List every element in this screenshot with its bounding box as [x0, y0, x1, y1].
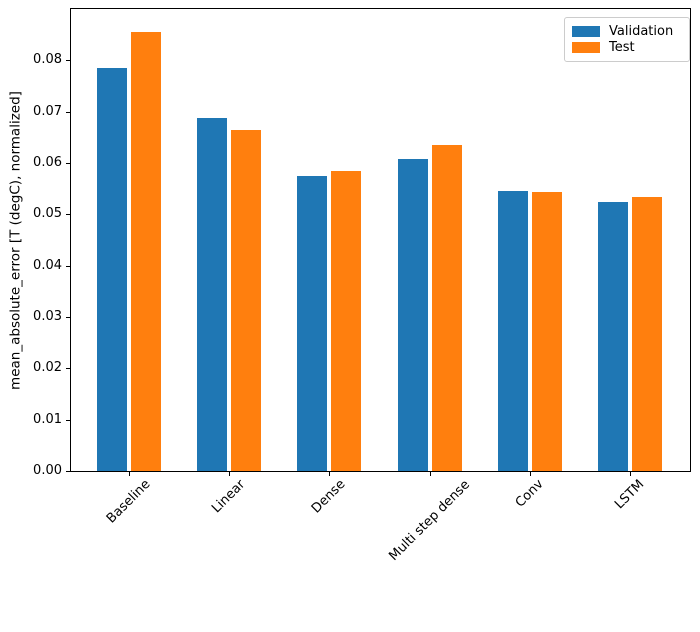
y-tick-label: 0.02	[33, 360, 62, 376]
y-tick-mark	[66, 265, 70, 267]
y-tick-mark	[66, 419, 70, 421]
bar-test-baseline	[131, 32, 161, 471]
plot-area	[70, 8, 691, 472]
y-tick-label: 0.04	[33, 257, 62, 273]
y-tick-mark	[66, 368, 70, 370]
x-tick-mark	[630, 472, 631, 476]
legend-item-validation: Validation	[572, 24, 681, 39]
y-tick-label: 0.03	[33, 309, 62, 324]
bar-validation-dense	[297, 175, 328, 471]
y-tick-label: 0.06	[33, 155, 62, 170]
bar-validation-multi-step-dense	[397, 159, 428, 471]
y-tick-label: 0.01	[33, 411, 62, 427]
bar-test-conv	[531, 192, 562, 471]
y-tick-label: 0.05	[33, 206, 62, 222]
bar-validation-baseline	[97, 68, 127, 471]
x-tick-mark	[229, 472, 231, 476]
bar-test-linear	[231, 130, 262, 471]
figure: mean_absolute_error [T (degC), normalize…	[7, 8, 691, 564]
bar-validation-linear	[197, 117, 228, 471]
y-tick-mark	[66, 111, 70, 113]
y-tick-label: 0.00	[33, 463, 62, 478]
bar-validation-conv	[497, 190, 528, 471]
legend-swatch-validation-icon	[572, 26, 600, 37]
y-tick-mark	[66, 317, 70, 318]
legend: Validation Test	[564, 17, 690, 62]
legend-label-validation: Validation	[609, 24, 674, 39]
bar-test-dense	[331, 170, 362, 471]
bar-validation-lstm	[598, 202, 628, 471]
y-tick-label: 0.07	[33, 103, 62, 119]
bar-test-lstm	[632, 196, 662, 471]
y-tick-label: 0.08	[33, 52, 62, 68]
x-tick-mark	[429, 472, 431, 476]
y-tick-mark	[66, 60, 70, 62]
y-tick-mark	[66, 471, 70, 472]
y-tick-mark	[66, 214, 70, 216]
x-tick-mark	[329, 472, 331, 476]
x-tick-mark	[129, 472, 130, 476]
legend-label-test: Test	[609, 40, 635, 55]
x-tick-mark	[529, 472, 531, 476]
y-axis-label: mean_absolute_error [T (degC), normalize…	[7, 91, 24, 390]
legend-item-test: Test	[572, 40, 681, 55]
legend-swatch-test-icon	[572, 42, 600, 53]
bar-test-multi-step-dense	[431, 145, 462, 471]
y-tick-mark	[66, 163, 70, 164]
